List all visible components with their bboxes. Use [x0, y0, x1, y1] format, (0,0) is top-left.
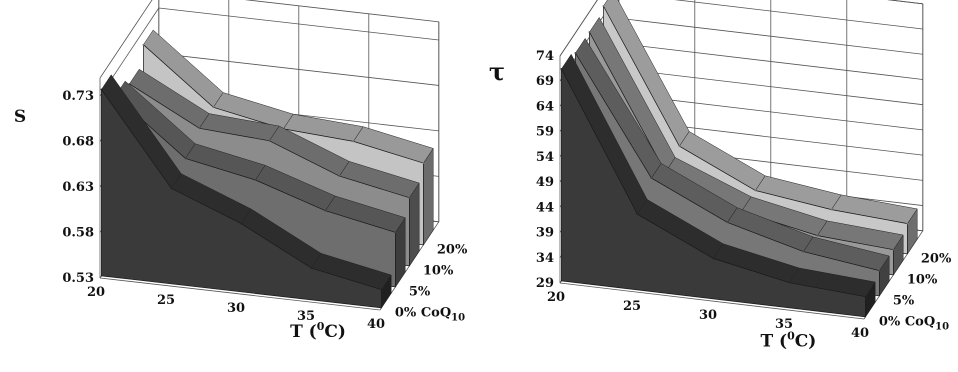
series-ribbons [100, 29, 434, 309]
series-0-ribbon [100, 74, 392, 309]
floor-front-edge [99, 277, 381, 311]
y-tick-label: 69 [536, 74, 554, 89]
x-tick-label: 30 [699, 308, 717, 323]
floor-front-edge [559, 282, 865, 320]
series-end-cap [423, 147, 434, 246]
superscript: 0 [317, 320, 325, 333]
series-3-point [678, 145, 681, 148]
series-1-point [324, 209, 327, 212]
series-1-point [650, 177, 653, 180]
series-1-point [802, 250, 805, 253]
series-3-point [830, 208, 833, 211]
x-tick-label: 30 [227, 301, 245, 316]
unit: C) [795, 332, 817, 352]
series-0-point [788, 281, 791, 284]
series-3-point [602, 5, 605, 7]
series-2-point [892, 248, 895, 251]
series-3-point [352, 140, 355, 143]
y-tick-label: 44 [536, 200, 554, 215]
series-2-point [198, 127, 201, 130]
series-3-point [422, 162, 425, 164]
series-0-point [380, 288, 383, 291]
series-0-point [636, 213, 639, 216]
subscript: 10 [935, 322, 949, 333]
z-tick-label: 0% CoQ10 [879, 315, 949, 333]
series-0-point [712, 257, 715, 260]
series-2-point [338, 175, 341, 177]
x-tick-label: 25 [623, 299, 641, 314]
y-tick-label: 0.63 [62, 180, 94, 195]
y-tick-label: 64 [536, 99, 554, 114]
subscript: 10 [451, 313, 465, 324]
y-tick-label: 49 [536, 175, 554, 190]
z-tick-label: 20% [437, 243, 468, 258]
y-axis-title: S [14, 107, 26, 127]
side-top-line [559, 0, 598, 57]
series-1-point [254, 179, 257, 181]
z-tick-label: 10% [423, 264, 454, 279]
y-tick-label: 74 [536, 49, 554, 64]
series-0-point [100, 88, 103, 91]
series-3-point [906, 222, 909, 225]
x-tick-label: 40 [367, 317, 385, 332]
series-3-point [754, 189, 757, 192]
x-tick-label: 40 [851, 326, 869, 341]
right-chart-tau-vs-temperature: 29 34 39 44 49 54 59 64 69 74 20 25 30 35 40 0% CoQ10 5%… [489, 0, 952, 352]
tick-labels: 29 34 39 44 49 54 59 64 69 74 20 25 30 35 40 0% CoQ10 5%… [536, 49, 952, 341]
left-chart-s-vs-temperature: 0.53 0.58 0.63 0.68 0.73 20 25 30 35 40 0% CoQ10 5%… [14, 0, 468, 342]
series-front-face [561, 68, 866, 318]
y-tick-label: 59 [536, 125, 554, 140]
x-axis-title: T (0C) [760, 330, 816, 352]
series-front-face [101, 88, 382, 309]
series-1-point [574, 52, 577, 54]
series-0-point [240, 222, 243, 225]
series-1-point [878, 269, 881, 272]
series-3-point [142, 43, 145, 46]
z-tick-label: 20% [921, 252, 952, 267]
y-tick-label: 54 [536, 150, 554, 165]
series-1-point [726, 221, 729, 224]
series-2-point [588, 31, 591, 33]
y-tick-label: 0.53 [62, 271, 94, 286]
unit: C) [324, 322, 346, 342]
y-tick-label: 0.73 [62, 89, 94, 104]
x-axis-title: T (0C) [290, 320, 346, 342]
z-tick-label: 5% [409, 285, 431, 300]
x-tick-label: 20 [87, 285, 105, 300]
series-0-point [170, 187, 173, 190]
side-top-line [99, 0, 153, 79]
series-3-point [212, 106, 215, 109]
series-2-point [816, 234, 819, 237]
x-tick-label: 20 [547, 290, 565, 305]
series-ribbons [560, 0, 918, 318]
series-0-ribbon [560, 53, 876, 318]
series-1-point [394, 231, 397, 234]
series-2-point [268, 139, 271, 142]
z-tick-label: 10% [907, 273, 938, 288]
y-tick-label: 0.68 [62, 135, 94, 150]
y-axis-title: τ [489, 57, 505, 86]
series-1-point [184, 157, 187, 160]
z-tick-label: 5% [893, 294, 915, 309]
tick-labels: 0.53 0.58 0.63 0.68 0.73 20 25 30 35 40 0% CoQ10 5%… [62, 89, 468, 332]
x-tick-label: 25 [157, 293, 175, 308]
series-2-point [408, 196, 411, 199]
x-tick-label: 35 [297, 309, 315, 324]
y-tick-label: 34 [536, 251, 554, 266]
y-tick-label: 0.58 [62, 226, 94, 241]
series-0-point [310, 267, 313, 269]
superscript: 0 [787, 330, 795, 343]
z-tick-label: 0% CoQ10 [395, 306, 465, 324]
y-tick-label: 29 [536, 276, 554, 291]
series-0-point [864, 295, 867, 298]
y-tick-label: 39 [536, 226, 554, 241]
series-0-point [560, 68, 563, 70]
x-tick-label: 35 [775, 317, 793, 332]
